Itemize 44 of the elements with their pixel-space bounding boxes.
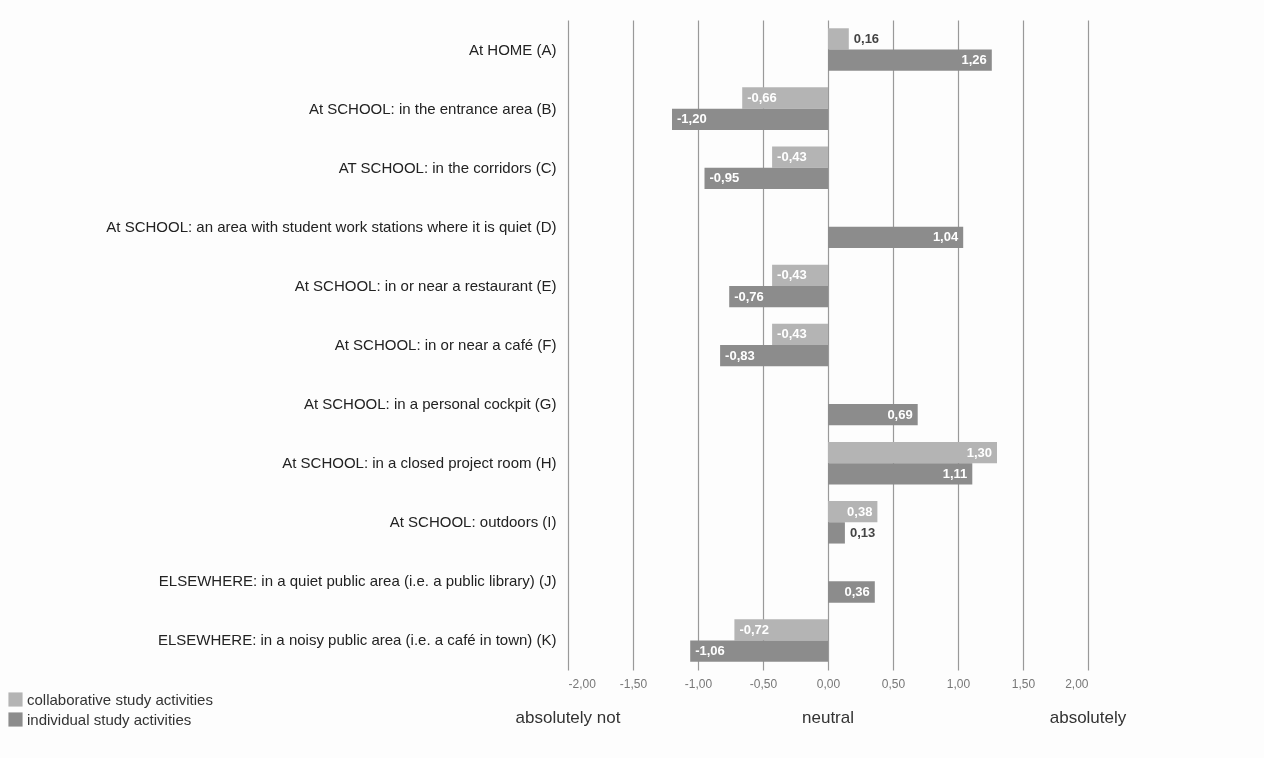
data-label: -0,76 [734, 288, 764, 304]
text: absolutely [1049, 708, 1127, 727]
data-label: 1,30 [966, 444, 992, 460]
data-label: 1,26 [961, 52, 987, 68]
x-tick-label: 0,00 [816, 676, 841, 691]
data-label: -0,95 [709, 170, 740, 186]
y-tick-label: At SCHOOL: outdoors (I) [389, 513, 557, 531]
data-label: 1,04 [932, 229, 959, 245]
data-label: 1,11 [942, 465, 968, 481]
y-tick-label: At SCHOOL: in or near a restaurant (E) [294, 276, 557, 294]
data-label: 0,16 [853, 30, 880, 46]
x-tick-label: -1,50 [619, 676, 648, 691]
data-label: 0,38 [847, 503, 873, 519]
y-tick-label: At HOME (A) [468, 40, 557, 58]
data-label: 0,13 [849, 524, 876, 540]
data-label: -0,83 [725, 347, 755, 363]
x-tick-label: -0,50 [749, 676, 778, 691]
data-label: -0,43 [777, 326, 807, 342]
y-tick-label: At SCHOOL: an area with student work stations where it is quiet (D) [106, 217, 557, 235]
y-tick-label: At SCHOOL: in or near a café (F) [334, 336, 557, 353]
data-label: -1,06 [695, 643, 725, 659]
x-tick-label: 1,00 [946, 676, 971, 691]
y-tick-label: At SCHOOL: in the entrance area (B) [308, 99, 557, 117]
data-label: -0,43 [777, 149, 807, 165]
data-label: 0,69 [887, 406, 913, 422]
y-tick-label: ELSEWHERE: in a quiet public area (i.e. a public library) (J) [158, 572, 557, 590]
legend-label: collaborative study activities [27, 690, 213, 708]
y-tick-label: At SCHOOL: in a personal cockpit (G) [303, 395, 557, 413]
y-tick-label: AT SCHOOL: in the corridors (C) [338, 158, 557, 176]
data-label: -1,20 [677, 111, 707, 127]
x-tick-label: 0,50 [881, 676, 906, 691]
y-tick-label: ELSEWHERE: in a noisy public area (i.e. a café in town) (K) [158, 631, 557, 649]
data-label: -0,66 [747, 90, 777, 105]
x-tick-label: 2,00 [1065, 676, 1089, 691]
data-label: 0,36 [844, 584, 870, 599]
legend-label: individual study activities [27, 710, 192, 728]
y-tick-label: At SCHOOL: in a closed project room (H) [282, 454, 557, 472]
text: neutral [802, 708, 854, 727]
x-tick-label: -1,00 [684, 676, 713, 691]
x-tick-label: -2,00 [568, 676, 597, 691]
x-tick-label: 1,50 [1011, 676, 1036, 691]
text: absolutely not [515, 708, 621, 727]
data-label: -0,72 [739, 621, 770, 637]
data-label: -0,43 [777, 267, 807, 283]
